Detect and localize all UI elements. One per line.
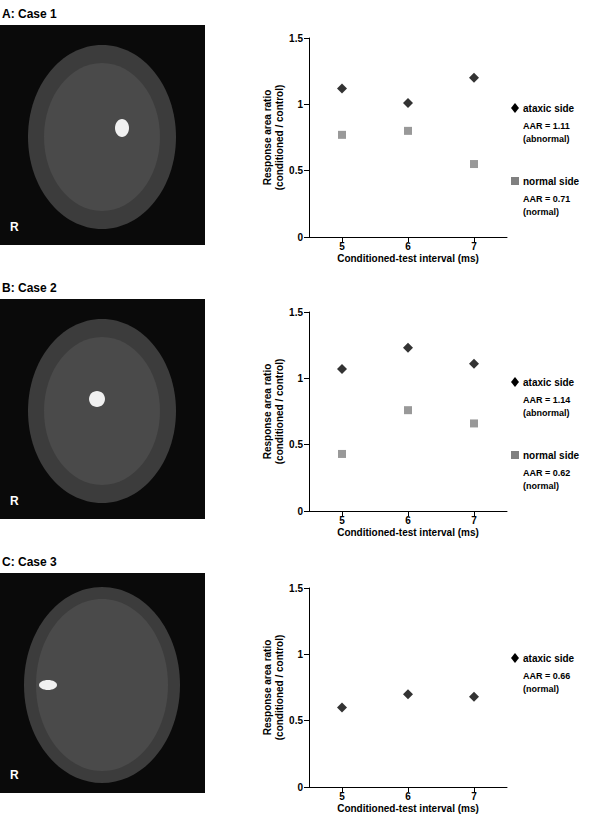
svg-text:A: Case 1: A: Case 1 — [2, 7, 57, 21]
svg-text:Response area ratio: Response area ratio — [262, 90, 273, 186]
svg-text:(normal): (normal) — [523, 481, 559, 491]
svg-text:normal side: normal side — [523, 176, 580, 187]
svg-text:ataxic side: ataxic side — [523, 103, 575, 114]
svg-text:ataxic side: ataxic side — [523, 653, 575, 664]
svg-text:B: Case 2: B: Case 2 — [2, 281, 57, 295]
svg-text:5: 5 — [339, 791, 345, 802]
svg-text:R: R — [10, 494, 19, 508]
svg-text:C: Case 3: C: Case 3 — [2, 555, 57, 569]
svg-text:(normal): (normal) — [523, 684, 559, 694]
svg-text:Conditioned-test interval (ms): Conditioned-test interval (ms) — [337, 527, 479, 538]
svg-text:Conditioned-test interval (ms): Conditioned-test interval (ms) — [337, 253, 479, 264]
svg-text:AAR = 0.62: AAR = 0.62 — [523, 468, 570, 478]
svg-text:6: 6 — [405, 791, 411, 802]
svg-text:0.5: 0.5 — [289, 165, 303, 176]
svg-text:5: 5 — [339, 241, 345, 252]
svg-text:Response area ratio: Response area ratio — [262, 364, 273, 460]
svg-text:0: 0 — [297, 506, 303, 517]
svg-text:ataxic side: ataxic side — [523, 377, 575, 388]
svg-text:1: 1 — [297, 649, 303, 660]
svg-text:Response area ratio: Response area ratio — [262, 640, 273, 736]
svg-text:6: 6 — [405, 515, 411, 526]
svg-text:0.5: 0.5 — [289, 715, 303, 726]
svg-text:(abnormal): (abnormal) — [523, 408, 570, 418]
svg-text:1: 1 — [297, 99, 303, 110]
svg-text:Conditioned-test interval (ms): Conditioned-test interval (ms) — [337, 803, 479, 814]
svg-text:AAR = 1.14: AAR = 1.14 — [523, 395, 570, 405]
svg-text:0: 0 — [297, 782, 303, 793]
svg-text:R: R — [10, 220, 19, 234]
svg-text:1.5: 1.5 — [289, 583, 303, 594]
svg-text:AAR = 1.11: AAR = 1.11 — [523, 121, 570, 131]
svg-text:0: 0 — [297, 232, 303, 243]
svg-text:1.5: 1.5 — [289, 307, 303, 318]
svg-text:7: 7 — [471, 515, 477, 526]
svg-text:R: R — [10, 768, 19, 782]
svg-text:(conditioned / control): (conditioned / control) — [274, 635, 285, 741]
svg-text:(abnormal): (abnormal) — [523, 134, 570, 144]
svg-text:AAR = 0.71: AAR = 0.71 — [523, 194, 570, 204]
svg-text:AAR = 0.66: AAR = 0.66 — [523, 671, 570, 681]
svg-text:7: 7 — [471, 791, 477, 802]
svg-text:5: 5 — [339, 515, 345, 526]
svg-text:1: 1 — [297, 373, 303, 384]
svg-text:(conditioned / control): (conditioned / control) — [274, 359, 285, 465]
svg-text:(conditioned / control): (conditioned / control) — [274, 85, 285, 191]
svg-text:7: 7 — [471, 241, 477, 252]
svg-text:0.5: 0.5 — [289, 439, 303, 450]
svg-text:1.5: 1.5 — [289, 33, 303, 44]
svg-text:normal side: normal side — [523, 450, 580, 461]
svg-text:(normal): (normal) — [523, 207, 559, 217]
svg-text:6: 6 — [405, 241, 411, 252]
